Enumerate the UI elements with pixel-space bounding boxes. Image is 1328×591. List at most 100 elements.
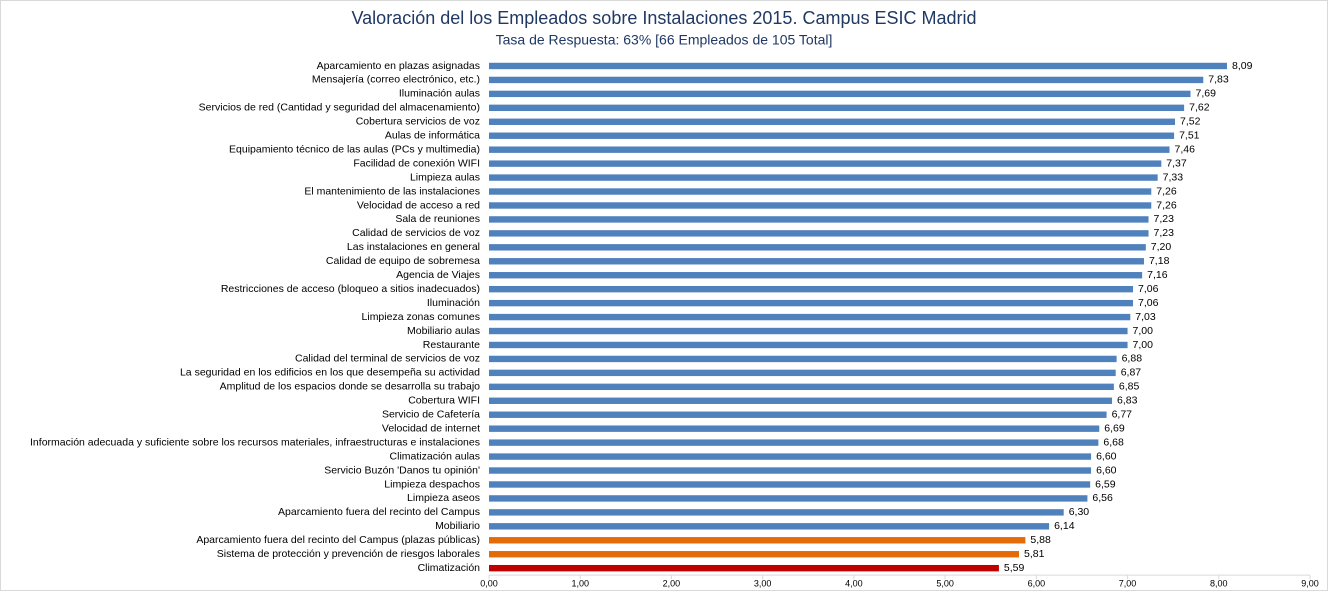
y-tick-label: Aparcamiento fuera del recinto del Campu… bbox=[196, 534, 480, 546]
y-tick-label: Servicio Buzón 'Danos tu opinión' bbox=[324, 464, 480, 476]
bar bbox=[489, 551, 1020, 558]
value-label: 6,60 bbox=[1096, 464, 1117, 476]
bar bbox=[489, 90, 1191, 98]
value-label: 5,59 bbox=[1004, 562, 1025, 574]
bar bbox=[489, 481, 1091, 488]
y-tick-label: La seguridad en los edificios en los que… bbox=[180, 367, 480, 379]
bar bbox=[489, 537, 1026, 544]
bar bbox=[489, 495, 1088, 502]
bar bbox=[489, 341, 1128, 349]
y-tick-label: Amplitud de los espacios donde se desarr… bbox=[220, 381, 480, 393]
y-tick-label: Aparcamiento en plazas asignadas bbox=[317, 60, 480, 72]
value-label: 5,81 bbox=[1024, 548, 1045, 560]
value-label: 7,46 bbox=[1175, 143, 1196, 155]
value-label: 7,03 bbox=[1135, 311, 1156, 323]
value-label: 7,16 bbox=[1147, 269, 1168, 281]
y-tick-label: Climatización bbox=[418, 562, 481, 574]
x-tick-label: 9,00 bbox=[1301, 579, 1319, 589]
bar bbox=[489, 383, 1114, 391]
value-label: 6,87 bbox=[1121, 367, 1142, 379]
x-tick-label: 5,00 bbox=[936, 579, 954, 589]
bar bbox=[489, 216, 1149, 223]
x-tick-label: 2,00 bbox=[663, 579, 681, 589]
bar bbox=[489, 425, 1100, 432]
y-tick-label: Aparcamiento fuera del recinto del Campu… bbox=[278, 506, 480, 518]
value-label: 7,26 bbox=[1156, 199, 1177, 211]
y-tick-label: Sistema de protección y prevención de ri… bbox=[217, 548, 480, 560]
y-tick-label: Climatización aulas bbox=[390, 450, 480, 462]
value-label: 7,51 bbox=[1179, 130, 1200, 142]
bar bbox=[489, 202, 1152, 209]
value-label: 7,23 bbox=[1154, 213, 1175, 225]
bar bbox=[489, 76, 1204, 84]
y-tick-label: Restaurante bbox=[423, 339, 480, 351]
bar bbox=[489, 355, 1117, 363]
x-tick-label: 3,00 bbox=[754, 579, 772, 589]
bar bbox=[489, 327, 1128, 335]
y-tick-label: Velocidad de acceso a red bbox=[357, 199, 480, 211]
bar bbox=[489, 272, 1143, 279]
bar bbox=[489, 467, 1092, 474]
y-tick-label: Calidad de servicios de voz bbox=[352, 227, 480, 239]
value-label: 7,26 bbox=[1156, 185, 1177, 197]
y-tick-label: Mobiliario aulas bbox=[407, 325, 480, 337]
y-tick-label: Limpieza aseos bbox=[407, 492, 480, 504]
bar bbox=[489, 244, 1146, 251]
y-tick-label: Calidad de equipo de sobremesa bbox=[326, 255, 480, 267]
x-tick-label: 1,00 bbox=[571, 579, 589, 589]
bar bbox=[489, 369, 1116, 377]
value-label: 7,33 bbox=[1163, 171, 1184, 183]
y-tick-label: El mantenimiento de las instalaciones bbox=[304, 185, 480, 197]
y-tick-label: Cobertura servicios de voz bbox=[356, 116, 480, 128]
y-tick-label: Servicio de Cafetería bbox=[382, 409, 480, 421]
bar bbox=[489, 230, 1149, 237]
y-tick-label: Limpieza aulas bbox=[410, 171, 480, 183]
value-label: 6,88 bbox=[1122, 353, 1143, 365]
bar bbox=[489, 313, 1131, 321]
bar bbox=[489, 285, 1134, 293]
bar bbox=[489, 188, 1152, 195]
y-tick-label: Cobertura WIFI bbox=[408, 395, 480, 407]
x-tick-label: 6,00 bbox=[1028, 579, 1046, 589]
bar bbox=[489, 174, 1158, 181]
bar bbox=[489, 453, 1092, 460]
value-label: 7,18 bbox=[1149, 255, 1170, 267]
y-tick-label: Limpieza zonas comunes bbox=[362, 311, 480, 323]
bar bbox=[489, 523, 1050, 530]
x-tick-label: 4,00 bbox=[845, 579, 863, 589]
value-label: 6,56 bbox=[1092, 492, 1113, 504]
value-label: 7,20 bbox=[1151, 241, 1172, 253]
bar bbox=[489, 132, 1175, 139]
bar bbox=[489, 62, 1227, 70]
y-tick-label: Agencia de Viajes bbox=[396, 269, 480, 281]
value-label: 6,68 bbox=[1103, 436, 1124, 448]
bar bbox=[489, 564, 999, 572]
y-tick-label: Mensajería (correo electrónico, etc.) bbox=[312, 74, 480, 86]
chart-subtitle: Tasa de Respuesta: 63% [66 Empleados de … bbox=[496, 32, 833, 48]
y-tick-label: Velocidad de internet bbox=[382, 422, 480, 434]
value-label: 8,09 bbox=[1232, 60, 1253, 72]
value-label: 6,83 bbox=[1117, 395, 1138, 407]
bar bbox=[489, 258, 1144, 265]
chart-title: Valoración del los Empleados sobre Insta… bbox=[352, 8, 977, 28]
value-label: 7,62 bbox=[1189, 102, 1210, 114]
bar bbox=[489, 104, 1185, 112]
y-tick-label: Mobiliario bbox=[435, 520, 480, 532]
value-label: 7,37 bbox=[1166, 157, 1187, 169]
y-tick-label: Las instalaciones en general bbox=[347, 241, 480, 253]
y-tick-label: Iluminación aulas bbox=[399, 88, 480, 100]
y-tick-label: Restricciones de acceso (bloqueo a sitio… bbox=[221, 283, 480, 295]
value-label: 7,23 bbox=[1154, 227, 1175, 239]
y-tick-label: Calidad del terminal de servicios de voz bbox=[295, 353, 480, 365]
bar bbox=[489, 411, 1107, 418]
value-label: 7,69 bbox=[1195, 88, 1216, 100]
value-label: 6,60 bbox=[1096, 450, 1117, 462]
value-label: 6,30 bbox=[1069, 506, 1090, 518]
bar bbox=[489, 299, 1134, 307]
x-tick-label: 0,00 bbox=[480, 579, 498, 589]
value-label: 6,85 bbox=[1119, 381, 1140, 393]
y-tick-label: Aulas de informática bbox=[385, 130, 480, 142]
bar bbox=[489, 118, 1175, 125]
